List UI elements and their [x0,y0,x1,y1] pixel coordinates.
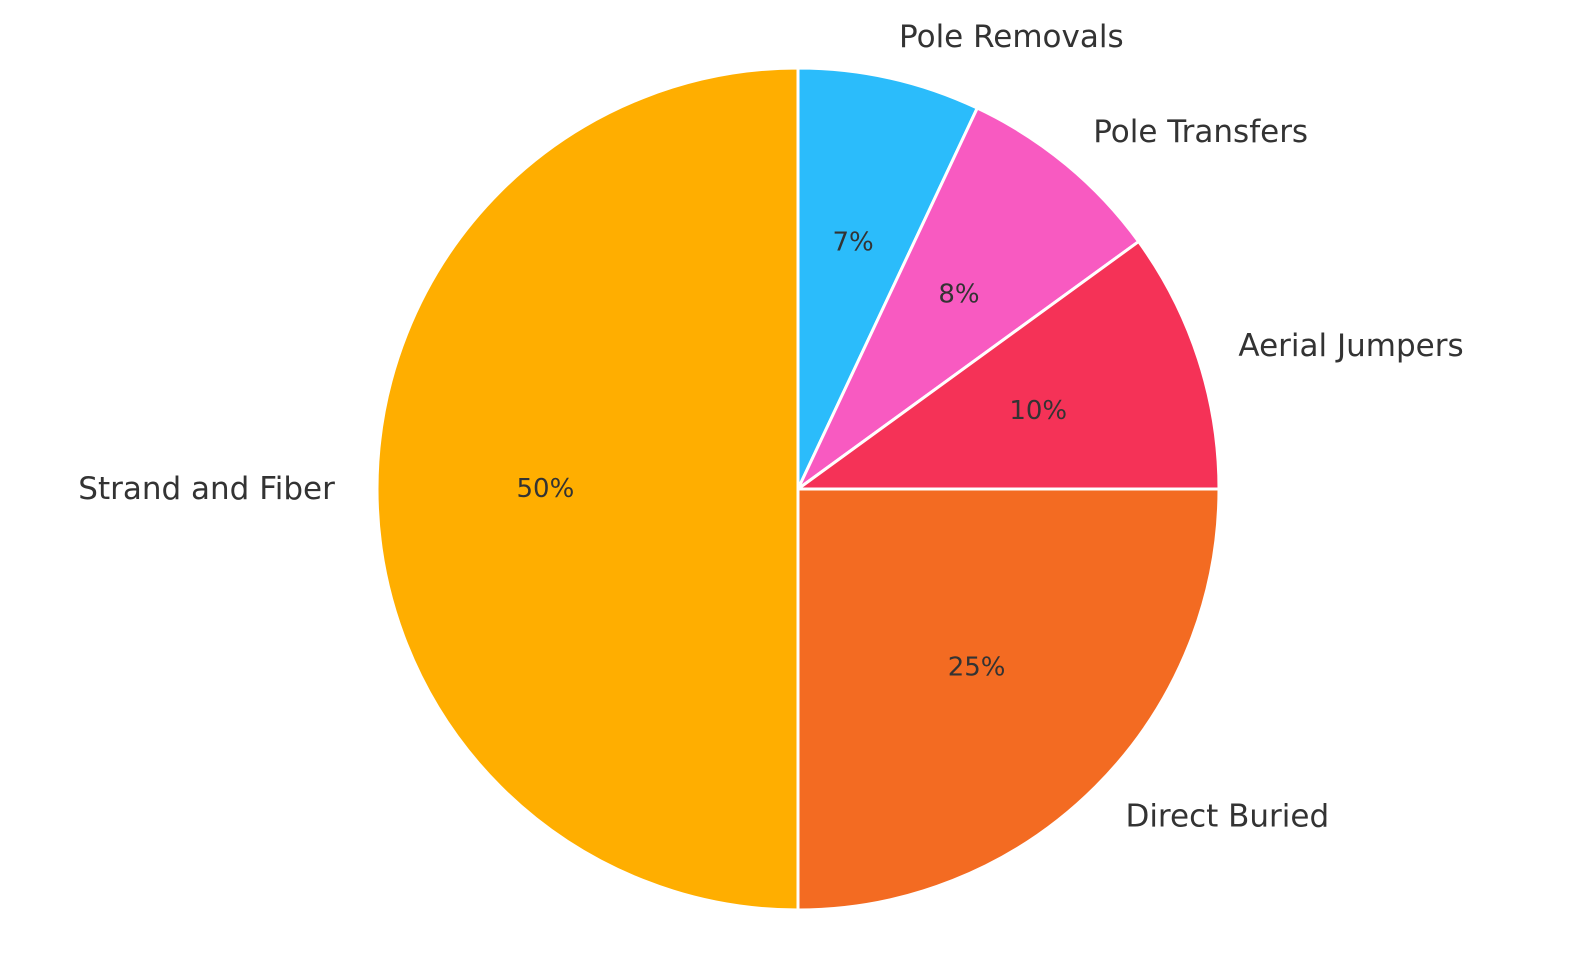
pct-label-direct-buried: 25% [948,653,1006,683]
pct-label-aerial-jumpers: 10% [1009,396,1067,426]
pie-slice-pole-removals [796,66,979,491]
pie-slice-aerial-jumpers [796,240,1221,491]
pie-slices [375,66,1221,912]
pie-slice-strand-and-fiber [375,66,800,912]
pct-label-pole-removals: 7% [832,227,873,257]
category-label-direct-buried: Direct Buried [1125,798,1329,834]
category-label-pole-removals: Pole Removals [899,19,1124,55]
pct-label-pole-transfers: 8% [938,279,979,309]
category-labels: Pole Removals Pole Transfers Aerial Jumper… [78,19,1463,834]
percentage-labels: 7% 8% 10% 25% 50% [517,227,1068,682]
category-label-aerial-jumpers: Aerial Jumpers [1238,328,1463,364]
pie-slice-direct-buried [796,487,1221,912]
category-label-strand-and-fiber: Strand and Fiber [78,471,335,507]
pct-label-strand-and-fiber: 50% [517,474,575,504]
pie-slice-pole-transfers [796,106,1141,491]
category-label-pole-transfers: Pole Transfers [1093,114,1308,150]
